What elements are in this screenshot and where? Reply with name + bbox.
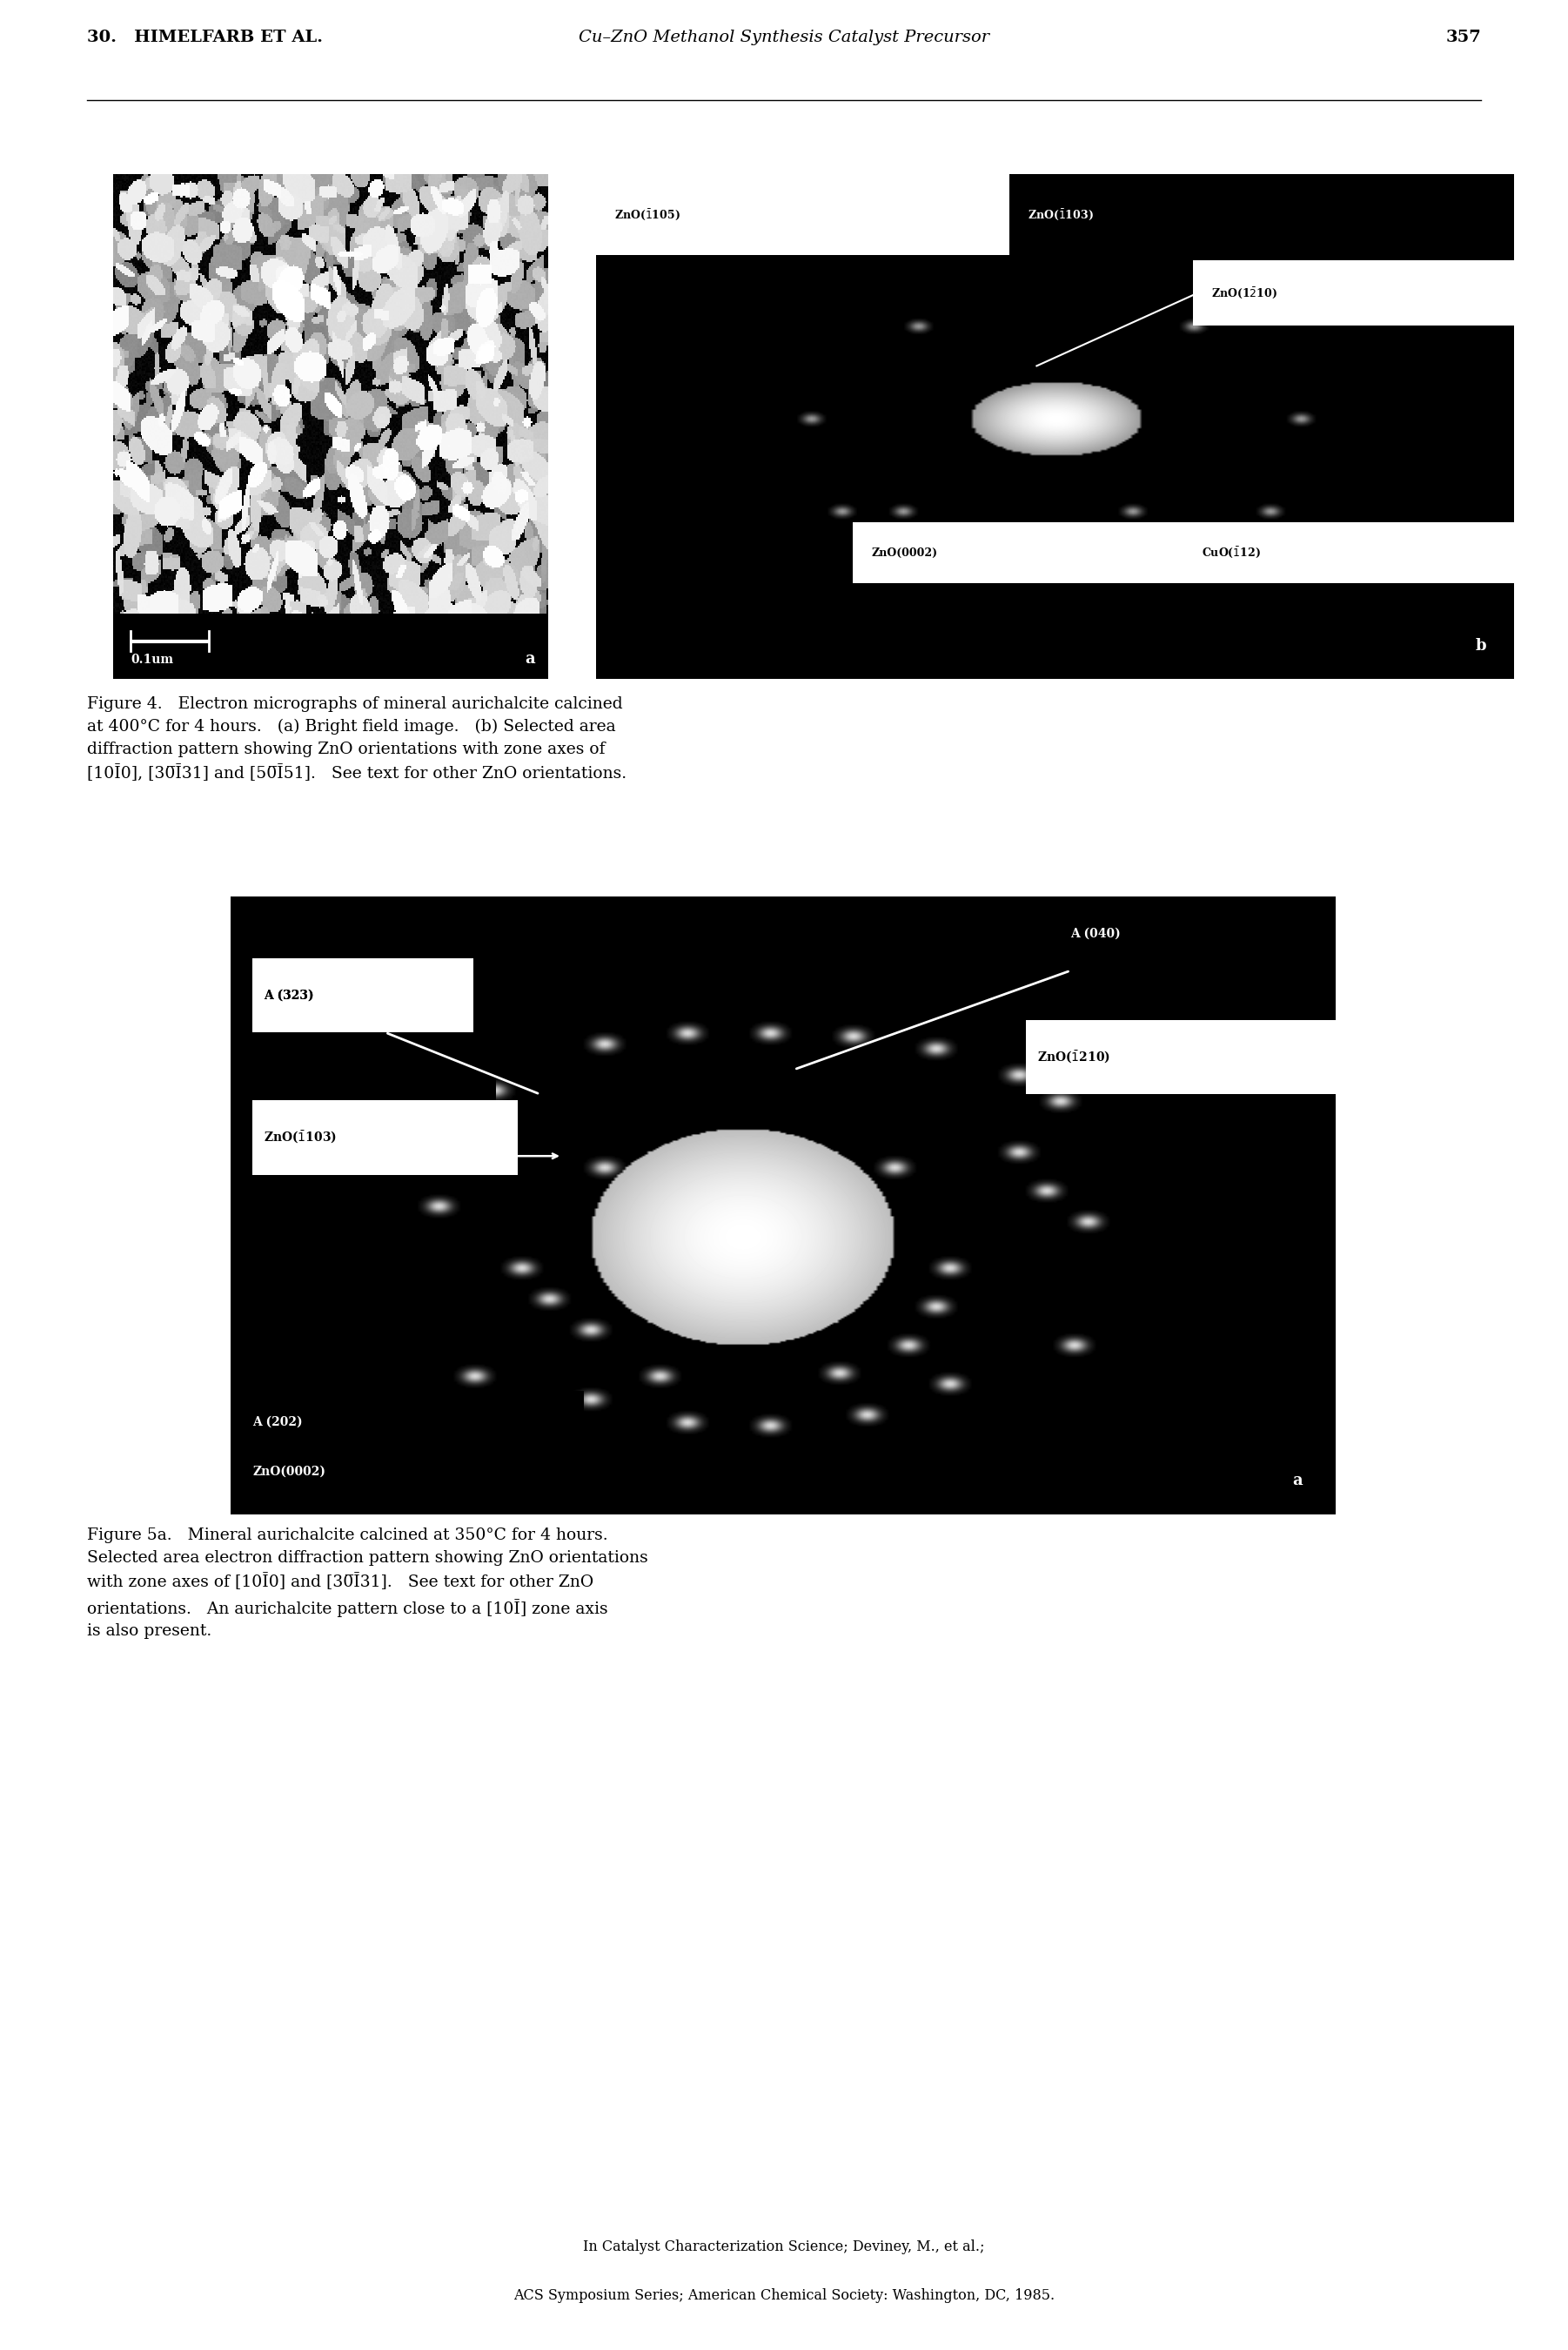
Bar (596, 613, 1515, 679)
Text: b: b (1475, 639, 1486, 653)
Bar (1060, 895, 1336, 971)
Text: ZnO($\bar{1}$210): ZnO($\bar{1}$210) (1038, 1048, 1110, 1065)
Bar (230, 1391, 585, 1513)
Text: ZnO(0002): ZnO(0002) (252, 1464, 326, 1478)
Bar (1025, 1020, 1336, 1095)
Text: Figure 5a.   Mineral aurichalcite calcined at 350°C for 4 hours.
Selected area e: Figure 5a. Mineral aurichalcite calcined… (86, 1528, 648, 1640)
Text: a: a (525, 651, 535, 667)
Text: ACS Symposium Series; American Chemical Society: Washington, DC, 1985.: ACS Symposium Series; American Chemical … (513, 2289, 1055, 2303)
Text: A (040): A (040) (1071, 928, 1121, 940)
Bar (252, 959, 474, 1032)
Text: 0.1um: 0.1um (130, 653, 174, 667)
Bar (853, 522, 1184, 583)
Bar (1010, 174, 1515, 254)
Text: CuO($\bar{1}$12): CuO($\bar{1}$12) (1203, 545, 1261, 559)
Text: Figure 4.   Electron micrographs of mineral aurichalcite calcined
at 400°C for 4: Figure 4. Electron micrographs of minera… (86, 696, 627, 783)
Text: ZnO($\bar{1}$103): ZnO($\bar{1}$103) (263, 1130, 337, 1144)
Text: ZnO($\bar{1}$103): ZnO($\bar{1}$103) (1027, 207, 1093, 221)
Bar (230, 1032, 495, 1156)
Text: A (323): A (323) (263, 989, 314, 1001)
Text: ZnO(1$\bar{2}$10): ZnO(1$\bar{2}$10) (1210, 284, 1276, 301)
Text: ZnO(0002): ZnO(0002) (872, 548, 938, 559)
Text: ZnO($\bar{1}$105): ZnO($\bar{1}$105) (615, 207, 681, 221)
Bar (230, 1448, 1336, 1513)
Bar (1184, 522, 1515, 583)
Text: Cu–ZnO Methanol Synthesis Catalyst Precursor: Cu–ZnO Methanol Synthesis Catalyst Precu… (579, 28, 989, 45)
Text: 30.   HIMELFARB ET AL.: 30. HIMELFARB ET AL. (86, 28, 323, 45)
Bar (1193, 261, 1515, 327)
Bar (113, 613, 549, 679)
Text: In Catalyst Characterization Science; Deviney, M., et al.;: In Catalyst Characterization Science; De… (583, 2240, 985, 2254)
Text: A (323): A (323) (263, 989, 314, 1001)
Text: 357: 357 (1446, 28, 1482, 45)
Bar (252, 1100, 517, 1175)
Bar (252, 959, 474, 1032)
Text: a: a (1292, 1473, 1303, 1488)
Text: A (202): A (202) (252, 1415, 303, 1429)
Bar (596, 174, 1036, 254)
